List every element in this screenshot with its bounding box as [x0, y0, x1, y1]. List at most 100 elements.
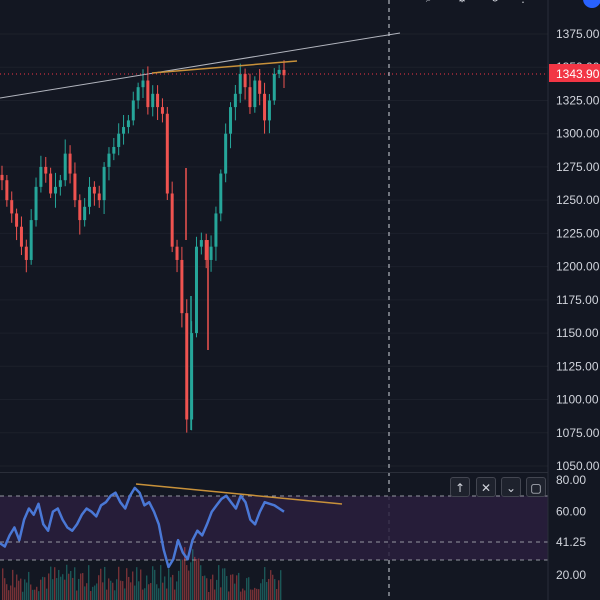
oscillator-divergence-trendline[interactable] — [135, 483, 343, 505]
candle-body — [136, 87, 140, 101]
volume-bar — [82, 573, 84, 600]
candle-body — [39, 166, 43, 187]
volume-bar — [250, 589, 252, 600]
volume-bar — [258, 589, 260, 600]
volume-bar — [6, 584, 8, 600]
volume-bar — [20, 578, 22, 600]
volume-bar — [140, 569, 142, 600]
oscillator-axis-labels: 80.00 60.00 20.00 — [556, 473, 586, 582]
candle-body — [165, 113, 169, 194]
price-axis-labels: 1375.001350.001325.001300.001275.001250.… — [556, 27, 600, 473]
volume-bar — [234, 583, 236, 600]
move-pane-up-button[interactable]: ↑ — [450, 477, 470, 497]
indicators-icon[interactable]: ⚙ — [455, 0, 469, 6]
collapse-pane-button[interactable]: ⌄ — [501, 477, 521, 497]
pane-separator[interactable] — [0, 472, 548, 473]
candle-body — [126, 120, 130, 128]
volume-bar — [150, 583, 152, 600]
candle-body — [277, 69, 281, 74]
volume-bar — [230, 574, 232, 600]
volume-bar — [162, 582, 164, 600]
channel-trendline[interactable] — [0, 32, 401, 99]
volume-bar — [22, 591, 24, 600]
candle-body — [73, 173, 77, 201]
candle-body — [117, 133, 121, 147]
volume-bar — [218, 565, 220, 600]
volume-bar — [104, 566, 106, 600]
volume-bar — [2, 568, 4, 600]
price-tick-label: 1250.00 — [556, 193, 600, 207]
volume-bar — [108, 578, 110, 600]
candle-body — [34, 186, 38, 221]
volume-bar — [62, 574, 64, 600]
volume-bar — [190, 562, 192, 600]
volume-bar — [216, 579, 218, 600]
volume-bar — [60, 576, 62, 600]
candle-body — [282, 69, 286, 76]
volume-bar — [244, 590, 246, 600]
volume-bar — [112, 582, 114, 600]
candle-body — [248, 87, 252, 108]
volume-bar — [224, 568, 226, 600]
volume-bar — [212, 574, 214, 600]
candle-body — [185, 313, 189, 420]
volume-bar — [54, 567, 56, 600]
candle-body — [15, 213, 19, 227]
candle-body — [44, 166, 48, 174]
volume-bar — [76, 590, 78, 600]
volume-bar — [16, 574, 18, 600]
candle-body — [267, 100, 271, 121]
volume-bar — [202, 576, 204, 600]
candle-body — [199, 240, 203, 247]
price-grid — [0, 33, 548, 467]
volume-bar — [144, 588, 146, 600]
volume-bar — [172, 574, 174, 600]
volume-bar — [64, 579, 66, 600]
candle-body — [88, 186, 92, 207]
settings-icon[interactable]: ⋮ — [516, 0, 530, 6]
volume-bar — [52, 579, 54, 600]
volume-bar — [24, 579, 26, 600]
alerts-icon[interactable]: ⟲ — [487, 0, 501, 6]
candle-body — [112, 146, 116, 154]
candle-body — [49, 173, 53, 194]
maximize-pane-button[interactable]: ▢ — [526, 477, 546, 497]
candle-body — [141, 80, 145, 88]
price-axis[interactable] — [548, 0, 600, 600]
volume-bar — [98, 575, 100, 600]
volume-bar — [32, 589, 34, 600]
close-pane-button[interactable]: ✕ — [476, 477, 496, 497]
search-icon[interactable]: ⌕ — [422, 0, 436, 6]
volume-bar — [8, 590, 10, 600]
volume-bar — [128, 576, 130, 600]
candle-body — [160, 107, 164, 114]
volume-bar — [226, 576, 228, 600]
volume-bar — [116, 579, 118, 600]
candle-body — [97, 193, 101, 201]
volume-bar — [248, 577, 250, 600]
volume-bar — [168, 568, 170, 600]
candle-body — [151, 93, 155, 108]
volume-bar — [78, 578, 80, 600]
volume-bar — [92, 586, 94, 600]
candle-body — [24, 246, 28, 260]
volume-bar — [72, 577, 74, 600]
candle-body — [78, 200, 82, 221]
price-tick-label: 1050.00 — [556, 459, 600, 473]
price-tick-label: 1225.00 — [556, 226, 600, 240]
price-tick-label: 1075.00 — [556, 426, 600, 440]
candle-body — [83, 206, 87, 221]
volume-bar — [188, 570, 190, 600]
volume-bar — [46, 588, 48, 600]
volume-bar — [70, 570, 72, 600]
price-tick-label: 1150.00 — [556, 326, 599, 340]
candle-body — [175, 246, 179, 260]
candle-body — [92, 186, 96, 194]
volume-bar — [182, 559, 184, 600]
avatar[interactable] — [583, 0, 600, 8]
resistance-trendline[interactable] — [151, 60, 298, 74]
volume-bar — [100, 568, 102, 600]
volume-bar — [38, 591, 40, 600]
volume-bar — [88, 565, 90, 600]
